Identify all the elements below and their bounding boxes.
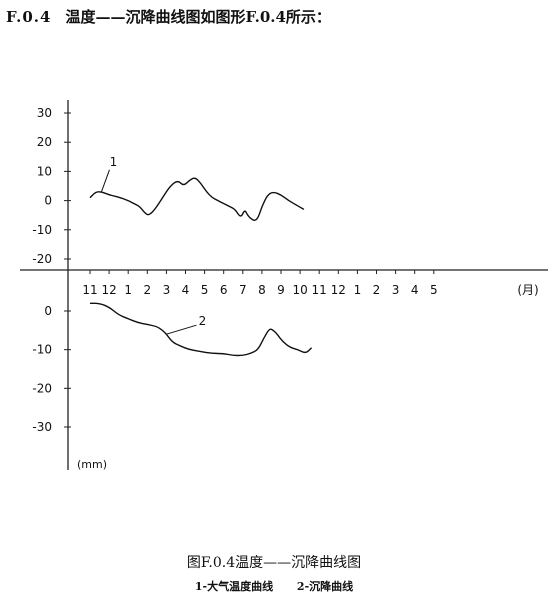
upper-y-tick-label: -10 [32,223,52,237]
x-tick-label: 4 [182,283,190,297]
x-tick-label: 10 [292,283,307,297]
header-text: 温度——沉降曲线图如图形F.0.4所示： [65,8,331,26]
x-tick-label: 4 [411,283,419,297]
x-tick-label: 12 [101,283,116,297]
x-tick-label: 1 [124,283,132,297]
legend-item-settlement: 2-沉降曲线 [296,580,354,593]
x-tick-label: 11 [312,283,327,297]
figure-caption: 图F.0.4温度——沉降曲线图 [186,555,362,571]
x-tick-label: 12 [331,283,346,297]
x-tick-label: 11 [82,283,97,297]
upper-y-tick-label: -20 [32,252,52,266]
x-tick-label: 9 [277,283,285,297]
x-tick-label: 5 [430,283,438,297]
x-tick-label: 1 [354,283,362,297]
settlement-curve-label: 2 [199,314,207,328]
lower-y-tick-label: -20 [32,381,52,395]
x-tick-label: 6 [220,283,228,297]
upper-y-tick-label: 10 [37,164,52,178]
x-tick-label: 2 [373,283,381,297]
lower-y-tick-label: -10 [32,343,52,357]
settlement-curve [89,302,313,357]
temperature-curve-label: 1 [110,155,118,169]
temperature-leader-line [100,169,110,193]
x-tick-label: 8 [258,283,266,297]
lower-y-tick-label: 0 [44,304,52,318]
x-tick-label: 3 [163,283,171,297]
page-header: F.0.4 温度——沉降曲线图如图形F.0.4所示： [6,6,331,27]
temperature-curve [89,177,305,221]
settlement-leader-line [166,324,197,335]
figure-code: F.0.4 [6,8,52,26]
x-unit-label: (月) [517,283,538,297]
legend-item-temperature: 1-大气温度曲线 [194,580,274,593]
x-tick-label: 2 [143,283,151,297]
x-tick-label: 3 [392,283,400,297]
upper-y-tick-label: 0 [44,194,52,208]
x-tick-label: 5 [201,283,209,297]
figure-legend: 1-大气温度曲线 2-沉降曲线 [0,578,548,594]
upper-y-tick-label: 20 [37,135,52,149]
x-tick-label: 7 [239,283,247,297]
lower-y-tick-label: -30 [32,420,52,434]
upper-y-tick-label: 30 [37,106,52,120]
y-unit-label: (mm) [77,458,107,471]
